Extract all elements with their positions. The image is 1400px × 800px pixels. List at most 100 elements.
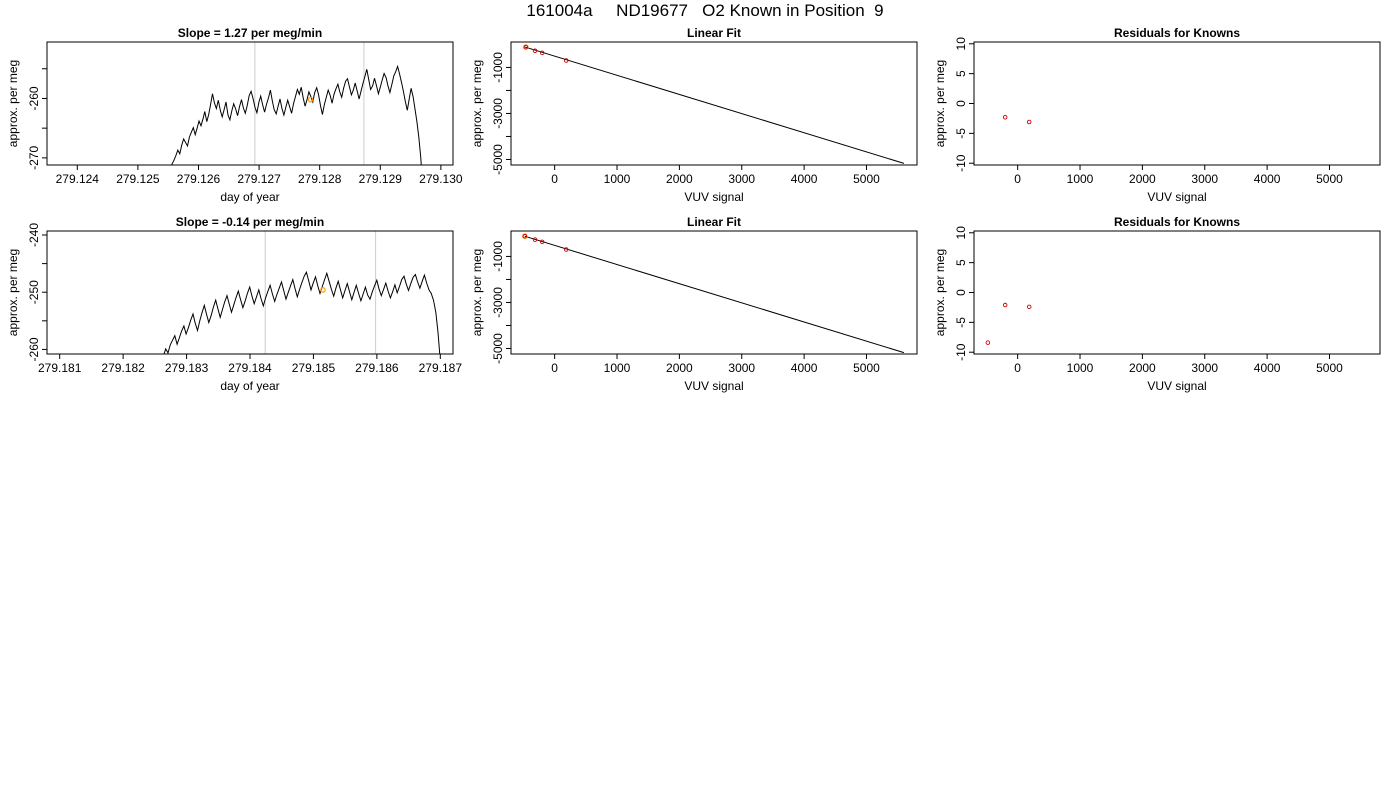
- chart-panel-1: 279.124 279.125 279.126 279.127 279.128 279.1…: [6, 26, 463, 204]
- x-tick-label: 4000: [791, 361, 818, 375]
- x-tick-label: 0: [551, 172, 558, 186]
- plot-area: [985, 302, 1032, 345]
- series-line: [171, 64, 422, 165]
- x-tick-label: 279.130: [419, 172, 463, 186]
- x-tick-label: 279.183: [165, 361, 209, 375]
- x-tick-label: 3000: [1191, 361, 1218, 375]
- fit-line: [524, 46, 905, 164]
- y-tick-label: -260: [27, 86, 41, 110]
- y-axis-label: approx. per meg: [6, 249, 20, 336]
- y-tick-label: 0: [954, 100, 968, 107]
- plot-area: [163, 231, 441, 354]
- x-tick-label: 2000: [1129, 172, 1156, 186]
- y-tick-label: 5: [954, 259, 968, 266]
- x-tick-label: 0: [551, 361, 558, 375]
- x-axis-label: VUV signal: [1147, 379, 1206, 393]
- y-tick-label: -5000: [491, 333, 505, 364]
- x-tick-label: 279.126: [177, 172, 221, 186]
- x-tick-label: 3000: [728, 361, 755, 375]
- plot-area: [1002, 114, 1032, 125]
- data-point: [539, 50, 545, 56]
- x-axis-label: VUV signal: [684, 190, 743, 204]
- y-tick-label: -1000: [491, 241, 505, 272]
- chart-panel-2: 0 1000 2000 3000 4000 5000 -5000 -3000 -1000 Line…: [470, 26, 918, 204]
- chart-title: Residuals for Knowns: [1114, 26, 1240, 40]
- y-axis-label: approx. per meg: [470, 249, 484, 336]
- y-tick-label: -250: [27, 280, 41, 304]
- plot-frame: [973, 230, 1381, 355]
- x-tick-label: 0: [1014, 361, 1021, 375]
- x-axis-label: VUV signal: [684, 379, 743, 393]
- y-tick-label: 10: [954, 37, 968, 51]
- chart-panel-5: 0 1000 2000 3000 4000 5000 -5000 -3000 -1000 Line…: [470, 215, 918, 393]
- y-tick-label: -5000: [491, 144, 505, 175]
- x-tick-label: 279.182: [101, 361, 145, 375]
- fit-line: [524, 235, 905, 354]
- plot-area: [522, 233, 905, 354]
- y-tick-label: 10: [954, 226, 968, 240]
- chart-title: Slope = -0.14 per meg/min: [176, 215, 324, 229]
- y-axis-label: approx. per meg: [6, 60, 20, 147]
- plot-frame: [46, 41, 454, 166]
- chart-title: Linear Fit: [687, 215, 741, 229]
- y-tick-label: -5: [954, 128, 968, 139]
- x-tick-label: 2000: [666, 172, 693, 186]
- y-tick-label: -260: [27, 337, 41, 361]
- data-point: [1026, 304, 1032, 310]
- y-tick-label: -10: [954, 343, 968, 361]
- x-tick-label: 5000: [853, 361, 880, 375]
- y-tick-label: -1000: [491, 52, 505, 83]
- x-tick-label: 279.129: [359, 172, 403, 186]
- x-axis-label: day of year: [220, 379, 279, 393]
- y-tick-label: -270: [27, 146, 41, 170]
- y-axis-label: approx. per meg: [933, 60, 947, 147]
- data-point: [522, 233, 528, 239]
- plot-frame: [510, 230, 918, 355]
- x-axis-label: day of year: [220, 190, 279, 204]
- x-tick-label: 4000: [1254, 361, 1281, 375]
- x-tick-label: 279.185: [292, 361, 336, 375]
- x-tick-label: 279.124: [56, 172, 100, 186]
- chart-panel-6: 0 1000 2000 3000 4000 5000 -10 -5 0 5 10 Residuals …: [933, 215, 1381, 393]
- data-point: [563, 247, 569, 252]
- y-tick-label: -3000: [491, 287, 505, 318]
- x-tick-label: 5000: [853, 172, 880, 186]
- x-tick-label: 279.127: [237, 172, 281, 186]
- data-point: [1002, 302, 1008, 308]
- data-point: [1002, 114, 1008, 120]
- x-tick-label: 2000: [666, 361, 693, 375]
- data-point: [539, 239, 545, 245]
- x-tick-label: 1000: [1067, 172, 1094, 186]
- x-tick-label: 279.187: [419, 361, 463, 375]
- y-tick-label: -5: [954, 317, 968, 328]
- data-point: [523, 44, 529, 50]
- plot-area: [523, 44, 905, 164]
- x-tick-label: 4000: [791, 172, 818, 186]
- y-tick-label: 5: [954, 70, 968, 77]
- page-title: 161004a ND19677 O2 Known in Position 9: [526, 1, 884, 20]
- plot-frame: [973, 41, 1381, 166]
- x-tick-label: 5000: [1316, 361, 1343, 375]
- x-tick-label: 3000: [1191, 172, 1218, 186]
- x-tick-label: 5000: [1316, 172, 1343, 186]
- data-point: [985, 340, 991, 345]
- chart-title: Linear Fit: [687, 26, 741, 40]
- x-tick-label: 1000: [604, 172, 631, 186]
- data-point: [532, 48, 538, 53]
- data-point: [563, 58, 569, 63]
- highlight-point: [307, 96, 314, 103]
- x-tick-label: 279.125: [116, 172, 160, 186]
- x-tick-label: 279.184: [228, 361, 272, 375]
- y-tick-label: -240: [27, 223, 41, 247]
- y-tick-label: -3000: [491, 98, 505, 129]
- highlight-point: [320, 287, 326, 293]
- x-tick-label: 2000: [1129, 361, 1156, 375]
- x-tick-label: 3000: [728, 172, 755, 186]
- y-tick-label: -10: [954, 154, 968, 172]
- x-tick-label: 279.128: [298, 172, 342, 186]
- chart-title: Residuals for Knowns: [1114, 215, 1240, 229]
- y-axis-label: approx. per meg: [933, 249, 947, 336]
- x-axis-label: VUV signal: [1147, 190, 1206, 204]
- data-point: [532, 237, 538, 242]
- chart-title: Slope = 1.27 per meg/min: [178, 26, 322, 40]
